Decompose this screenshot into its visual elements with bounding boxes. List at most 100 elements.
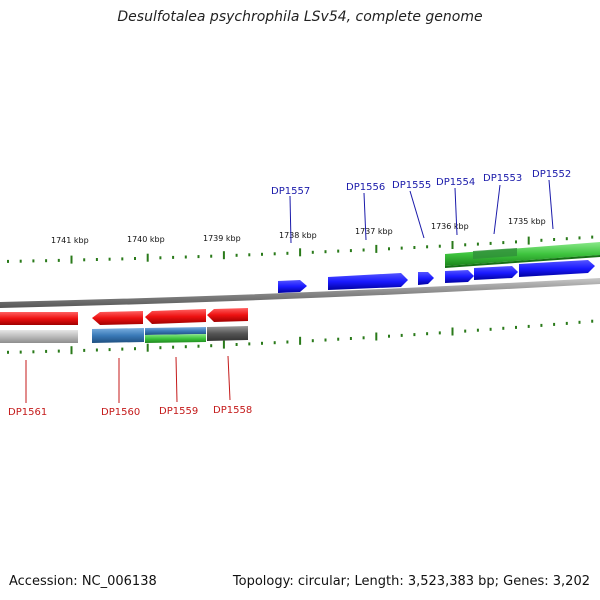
gene-label-dp1558[interactable]: DP1558 bbox=[213, 405, 252, 416]
gene-label-dp1554[interactable]: DP1554 bbox=[436, 177, 475, 188]
gene-arrow-dp1561[interactable] bbox=[0, 312, 78, 325]
gene-arrow-dp1554[interactable] bbox=[445, 270, 474, 283]
lower-scale-minor-tick bbox=[464, 329, 467, 333]
gene-arrow-dp1553[interactable] bbox=[474, 266, 518, 280]
lower-scale-minor-tick bbox=[426, 332, 429, 336]
leader-line-dp1554 bbox=[454, 187, 458, 236]
upper-scale-major-tick bbox=[451, 241, 454, 249]
lower-scale-minor-tick bbox=[438, 331, 441, 335]
gene-arrow-dp1556[interactable] bbox=[328, 273, 408, 290]
reverse-genes bbox=[0, 308, 248, 325]
gene-arrow-dp1552[interactable] bbox=[519, 260, 595, 277]
lower-scale-minor-tick bbox=[121, 347, 124, 351]
upper-scale-minor-tick bbox=[248, 253, 251, 257]
upper-scale-minor-tick bbox=[464, 243, 467, 247]
upper-scale-major-tick bbox=[70, 255, 73, 264]
lower-scale-minor-tick bbox=[591, 319, 594, 323]
green-track-bar[interactable] bbox=[445, 242, 600, 266]
upper-scale-minor-tick bbox=[121, 257, 124, 261]
upper-scale-minor-tick bbox=[311, 250, 314, 254]
gene-arrow-dp1558[interactable] bbox=[207, 308, 248, 322]
steel-track-segment-1[interactable] bbox=[92, 328, 144, 343]
gene-label-dp1557[interactable]: DP1557 bbox=[271, 186, 310, 197]
gene-arrow-dp1560[interactable] bbox=[92, 311, 143, 325]
scale-label-1741: 1741 kbp bbox=[51, 236, 89, 245]
upper-scale-minor-tick bbox=[159, 256, 162, 260]
scale-label-1740: 1740 kbp bbox=[127, 235, 165, 244]
lower-scale-minor-tick bbox=[108, 348, 111, 352]
upper-scale-major-tick bbox=[222, 251, 225, 260]
lower-scale-minor-tick bbox=[324, 338, 327, 342]
lower-scale-minor-tick bbox=[553, 322, 556, 326]
top-gene-labels: DP1557 DP1556 DP1555 DP1554 DP1553 DP155… bbox=[271, 169, 571, 244]
upper-scale-major-tick bbox=[146, 253, 149, 262]
gene-arrow-dp1559[interactable] bbox=[145, 309, 206, 324]
leader-line-dp1556 bbox=[363, 192, 367, 241]
gene-label-dp1555[interactable]: DP1555 bbox=[392, 180, 431, 191]
lower-scale-minor-tick bbox=[362, 336, 365, 340]
upper-scale-line bbox=[7, 235, 594, 264]
upper-scale-minor-tick bbox=[337, 249, 340, 253]
gene-label-dp1561[interactable]: DP1561 bbox=[8, 407, 47, 418]
leader-line-dp1557 bbox=[289, 195, 292, 244]
lower-scale-minor-tick bbox=[515, 325, 517, 329]
upper-scale-minor-tick bbox=[426, 245, 429, 249]
scale-label-1738: 1738 kbp bbox=[279, 231, 317, 240]
lower-scale-minor-tick bbox=[286, 340, 289, 344]
lower-scale-minor-tick bbox=[337, 337, 340, 341]
gene-label-dp1552[interactable]: DP1552 bbox=[532, 169, 571, 180]
upper-scale-major-tick bbox=[375, 244, 378, 253]
lower-scale-minor-tick bbox=[349, 337, 352, 340]
lower-scale-major-tick bbox=[146, 343, 149, 352]
upper-scale-minor-tick bbox=[197, 255, 200, 259]
lower-scale-minor-tick bbox=[476, 328, 479, 332]
lower-scale-minor-tick bbox=[32, 350, 35, 354]
gene-label-dp1559[interactable]: DP1559 bbox=[159, 406, 198, 417]
lower-scale-minor-tick bbox=[261, 341, 263, 345]
leader-line-dp1553 bbox=[493, 184, 501, 235]
upper-scale-minor-tick bbox=[565, 237, 568, 241]
lower-scale-minor-tick bbox=[502, 326, 505, 330]
gene-label-dp1556[interactable]: DP1556 bbox=[346, 182, 385, 193]
upper-scale-minor-tick bbox=[45, 259, 48, 263]
upper-scale-minor-tick bbox=[553, 238, 556, 241]
upper-scale-minor-tick bbox=[83, 258, 86, 262]
lower-scale-minor-tick bbox=[565, 321, 568, 325]
lower-scale-major-tick bbox=[299, 336, 302, 345]
green-track-overlap bbox=[473, 248, 517, 259]
upper-scale-minor-tick bbox=[235, 253, 238, 257]
lower-scale-minor-tick bbox=[172, 345, 175, 349]
gene-label-dp1560[interactable]: DP1560 bbox=[101, 407, 140, 418]
gene-arrow-dp1557[interactable] bbox=[278, 280, 307, 293]
lower-scale-minor-tick bbox=[540, 323, 543, 327]
green-track-segment-lower[interactable] bbox=[145, 334, 206, 343]
lower-scale-line bbox=[7, 319, 594, 355]
upper-scale-minor-tick bbox=[134, 257, 136, 260]
gene-label-dp1553[interactable]: DP1553 bbox=[483, 173, 522, 184]
upper-scale-minor-tick bbox=[540, 238, 543, 242]
lower-scale-minor-tick bbox=[159, 346, 162, 350]
gene-arrow-dp1555[interactable] bbox=[418, 272, 434, 285]
lower-scale-minor-tick bbox=[7, 350, 9, 354]
steel-track-segment-2[interactable] bbox=[145, 327, 206, 335]
lower-scale-minor-tick bbox=[273, 341, 276, 345]
scale-label-1736: 1736 kbp bbox=[431, 222, 469, 231]
upper-scale-minor-tick bbox=[7, 259, 9, 263]
lower-scale-minor-tick bbox=[95, 348, 98, 352]
leader-line-dp1559 bbox=[175, 356, 178, 403]
leader-line-dp1555 bbox=[409, 190, 425, 239]
accession-text: Accession: NC_006138 bbox=[9, 574, 157, 589]
lower-scale-minor-tick bbox=[413, 333, 416, 337]
upper-scale-minor-tick bbox=[324, 250, 327, 254]
lower-scale-major-tick bbox=[375, 332, 378, 341]
lower-feature-tracks bbox=[0, 326, 248, 343]
grey-track-segment[interactable] bbox=[0, 330, 78, 343]
dark-track-segment[interactable] bbox=[207, 326, 248, 341]
leader-line-dp1558 bbox=[227, 355, 231, 401]
upper-scale-minor-tick bbox=[108, 257, 111, 261]
lower-scale-minor-tick bbox=[527, 324, 530, 328]
lower-scale-major-tick bbox=[451, 327, 454, 336]
upper-scale-minor-tick bbox=[362, 248, 365, 252]
upper-scale-minor-tick bbox=[413, 246, 416, 249]
